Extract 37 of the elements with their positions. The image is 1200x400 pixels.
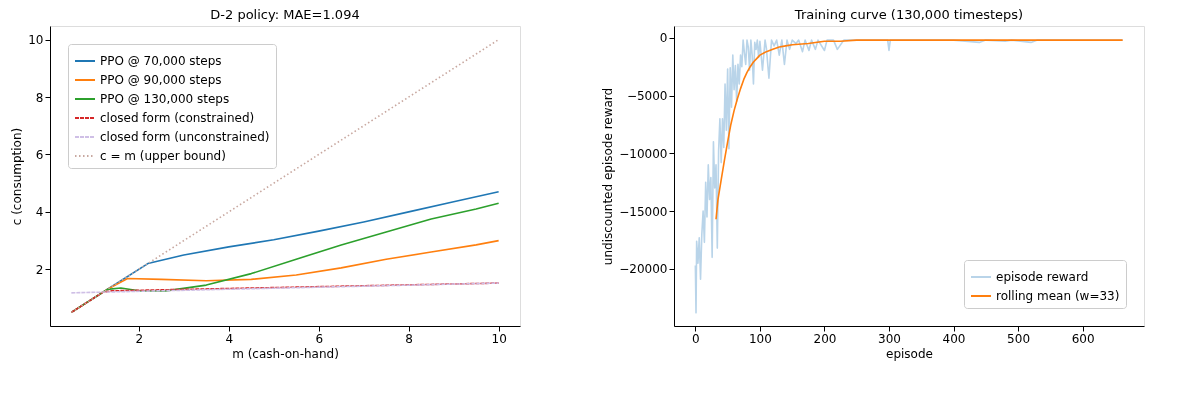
x-axis-title: m (cash-on-hand)	[232, 346, 339, 361]
x-tick-label: 600	[1071, 331, 1095, 346]
y-tick-label: 4	[35, 205, 44, 220]
x-tick-label: 6	[315, 331, 324, 346]
x-tick-label: 400	[942, 331, 966, 346]
y-axis-title: undiscounted episode reward	[601, 87, 616, 266]
y-tick-label: 10	[28, 33, 44, 48]
x-tick-label: 4	[225, 331, 234, 346]
x-tick-label: 500	[1007, 331, 1031, 346]
y-tick-label: −20000	[619, 262, 668, 277]
legend-label: episode reward	[996, 270, 1089, 284]
legend-label: PPO @ 90,000 steps	[100, 73, 222, 87]
y-axis-title: c (consumption)	[10, 127, 25, 226]
x-tick-label: 100	[748, 331, 772, 346]
y-tick-label: 0	[659, 31, 668, 46]
y-tick-label: 8	[35, 90, 44, 105]
legend-label: closed form (unconstrained)	[100, 130, 270, 144]
y-tick-label: −5000	[626, 89, 668, 104]
chart-title: D-2 policy: MAE=1.094	[210, 7, 360, 22]
x-axis-title: episode	[886, 346, 933, 361]
y-tick-label: 2	[35, 262, 44, 277]
x-tick-label: 0	[692, 331, 700, 346]
legend-label: rolling mean (w=33)	[996, 289, 1120, 303]
y-tick-label: −10000	[619, 146, 668, 161]
line-series	[715, 39, 1124, 221]
x-tick-label: 10	[491, 331, 507, 346]
x-tick-label: 8	[405, 331, 413, 346]
legend-label: PPO @ 70,000 steps	[100, 54, 222, 68]
y-tick-label: −15000	[619, 204, 668, 219]
y-tick-label: 6	[35, 147, 44, 162]
x-tick-label: 200	[813, 331, 837, 346]
x-tick-label: 300	[878, 331, 901, 346]
legend-label: PPO @ 130,000 steps	[100, 92, 230, 106]
legend-label: c = m (upper bound)	[100, 149, 226, 163]
legend-label: closed form (constrained)	[100, 111, 255, 125]
x-tick-label: 2	[135, 331, 144, 346]
chart-title: Training curve (130,000 timesteps)	[793, 7, 1024, 22]
